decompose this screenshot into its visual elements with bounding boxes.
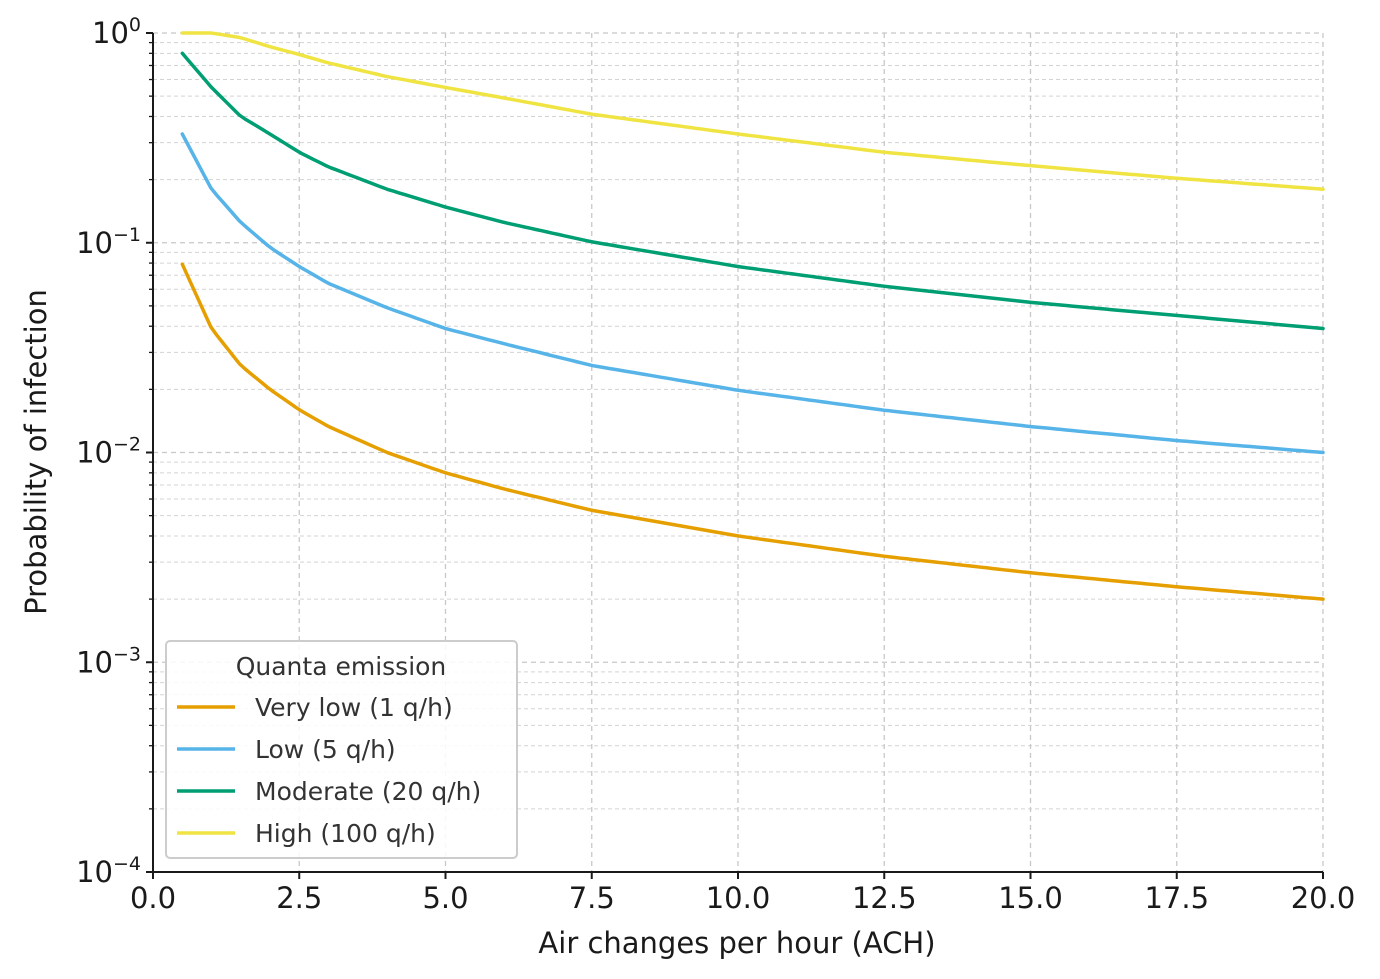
legend-label: Low (5 q/h) [255,735,396,764]
series-line-0 [180,262,1325,601]
y-tick-label: 10−4 [76,853,141,889]
x-tick-label: 0.0 [130,881,176,915]
x-tick-label: 7.5 [569,881,615,915]
x-tick-label: 15.0 [998,881,1063,915]
y-axis-title: Probability of infection [19,289,53,615]
legend-label: Moderate (20 q/h) [255,777,481,806]
legend-entries: Very low (1 q/h) Low (5 q/h) Moderate (20 … [177,693,481,848]
legend-label: High (100 q/h) [255,819,436,848]
series-line-2 [180,51,1325,331]
legend-title: Quanta emission [236,652,447,681]
y-tick-label: 10−2 [76,434,141,470]
legend-label: Very low (1 q/h) [255,693,453,722]
x-tick-label: 2.5 [276,881,322,915]
series-line-1 [180,132,1325,455]
x-tick-label: 10.0 [706,881,771,915]
x-tick-label: 20.0 [1291,881,1356,915]
y-tick-label: 10−3 [76,643,141,679]
x-axis-title: Air changes per hour (ACH) [538,926,935,960]
x-tick-label: 12.5 [852,881,917,915]
legend-box [165,640,518,859]
y-tick-label: 100 [92,14,141,50]
legend: Quanta emission Very low (1 q/h) Low (5 q… [165,640,518,859]
x-tick-label: 5.0 [422,881,468,915]
x-tick-label: 17.5 [1144,881,1209,915]
series-lines [180,31,1325,601]
series-line-3 [180,31,1325,191]
y-tick-label: 10−1 [76,224,141,260]
y-axis-ticks: 100 10−1 10−2 10−3 10−4 [76,14,153,889]
x-axis-ticks: 0.0 2.5 5.0 7.5 10.0 12.5 15.0 17.5 20.0 [130,872,1355,915]
